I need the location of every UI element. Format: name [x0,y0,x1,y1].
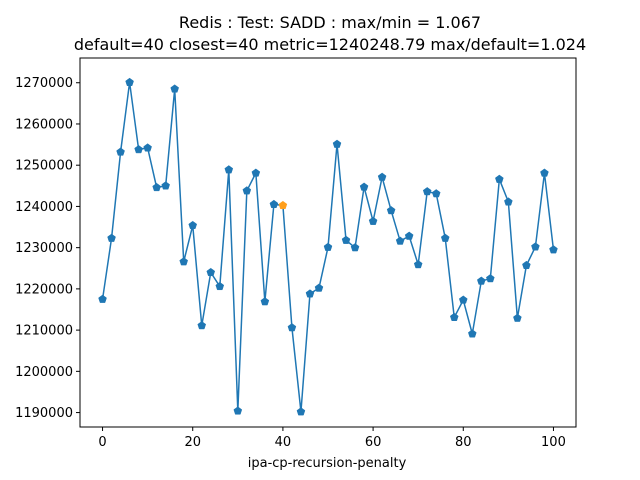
y-tick-label: 1240000 [15,200,73,215]
data-point [549,245,558,254]
y-tick-label: 1230000 [15,241,73,256]
highlight-point [278,200,288,210]
data-point [188,220,198,230]
data-point [152,182,161,192]
x-axis-label: ipa-cp-recursion-penalty [248,456,407,471]
y-tick-label: 1200000 [15,365,73,380]
data-point [134,145,143,154]
x-tick-label: 20 [184,435,201,450]
data-point [350,243,360,252]
series-layer [98,77,558,416]
data-point [206,267,216,277]
data-point [413,260,423,269]
chart-subtitle: default=40 closest=40 metric=1240248.79 … [74,35,586,54]
data-point [323,242,333,251]
y-tick-label: 1210000 [15,324,73,339]
data-point [477,276,486,285]
data-point [431,189,441,198]
y-axis: 1190000 1200000 1210000 1220000 1230000 12400… [15,76,80,421]
y-tick-label: 1190000 [15,406,73,421]
data-point [386,206,396,215]
y-tick-label: 1250000 [15,159,73,174]
data-point [143,143,152,152]
data-point [513,313,522,322]
data-point [269,199,279,209]
x-tick-label: 0 [98,435,106,450]
data-point [242,186,252,195]
x-tick-label: 100 [541,435,566,450]
data-point [197,321,207,330]
data-point [305,289,315,298]
y-tick-label: 1220000 [15,282,73,297]
data-point [107,233,116,242]
data-point [233,406,243,415]
data-point [170,84,179,93]
data-point [377,172,387,181]
data-point [116,147,125,156]
data-point [440,233,450,242]
data-point [486,274,495,283]
x-tick-label: 40 [275,435,292,450]
data-point [314,283,324,292]
plot-area [79,57,577,428]
data-point [332,139,342,148]
data-point [368,216,378,225]
data-point [296,407,306,416]
data-point [540,168,549,177]
data-point [449,312,459,321]
data-point [422,187,432,196]
data-point [224,165,234,174]
x-tick-label: 60 [365,435,382,450]
y-tick-label: 1270000 [15,76,73,91]
data-point [251,168,261,177]
data-point [468,329,477,338]
data-point [458,295,468,304]
data-point [495,174,504,183]
data-point [125,77,134,86]
data-point [531,242,540,251]
data-point [395,236,405,245]
data-point [161,181,170,190]
data-point [404,231,414,240]
plot-frame [79,57,577,428]
data-point [522,260,531,270]
data-point [98,294,107,303]
data-point [287,323,297,332]
x-tick-label: 80 [455,435,472,450]
chart-title: Redis : Test: SADD : max/min = 1.067 [179,13,481,32]
data-point [260,297,270,306]
data-point [179,257,188,266]
data-point [341,235,351,244]
y-tick-label: 1260000 [15,117,73,132]
data-point [215,281,225,291]
data-point [504,197,513,206]
data-point [359,182,369,191]
x-axis: 0 20 40 60 80 100 [98,427,566,450]
